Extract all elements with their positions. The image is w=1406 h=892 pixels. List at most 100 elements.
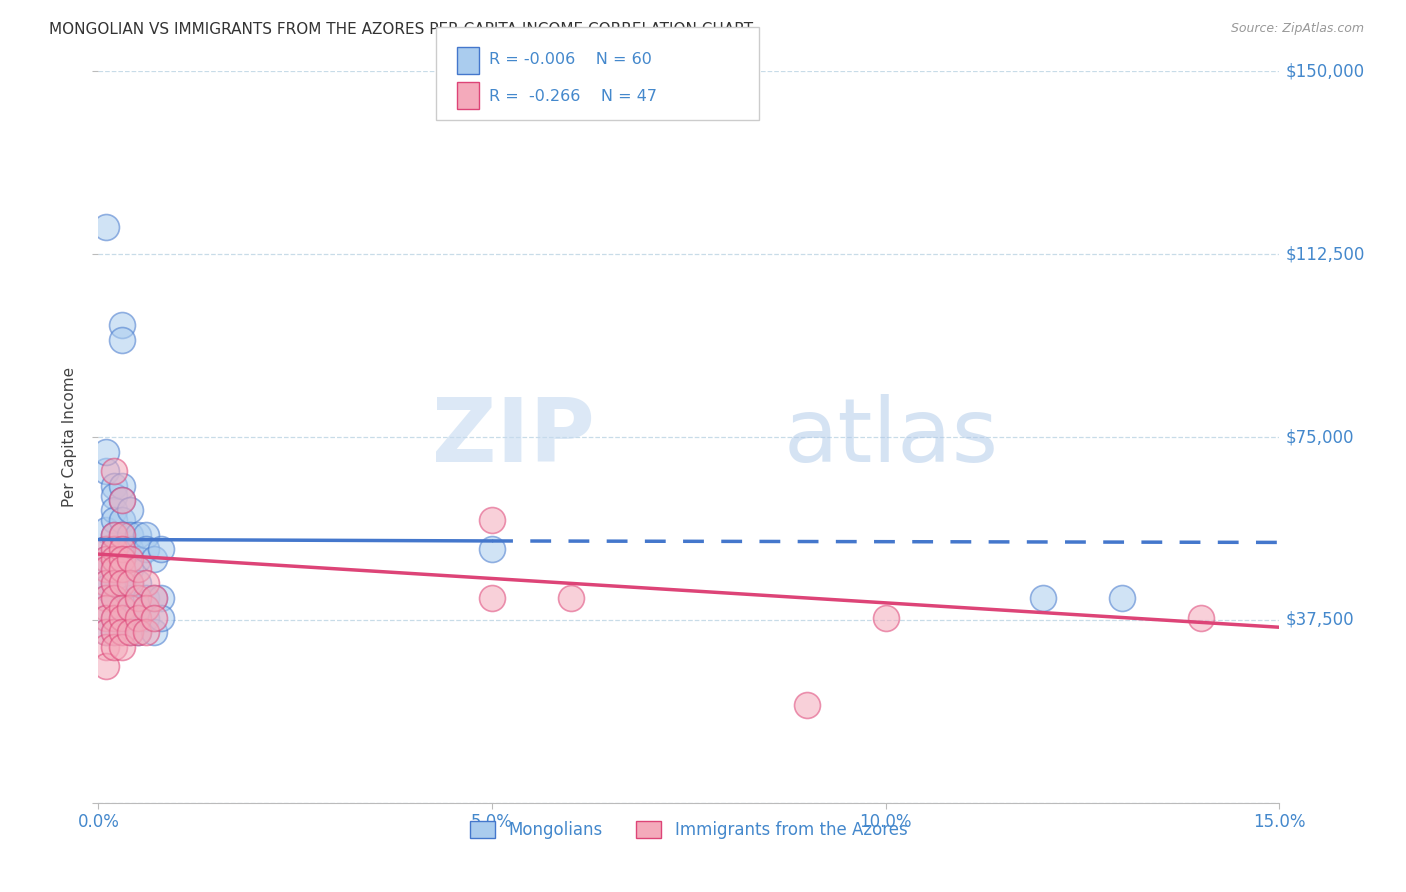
Point xyxy=(111,527,134,541)
Point xyxy=(103,527,125,541)
Point xyxy=(96,591,118,605)
Point xyxy=(111,542,134,557)
Text: R =  -0.266    N = 47: R = -0.266 N = 47 xyxy=(489,89,657,103)
Point xyxy=(127,591,149,605)
Point xyxy=(103,513,125,527)
Point xyxy=(118,503,141,517)
Point xyxy=(142,552,165,566)
Point xyxy=(560,591,582,605)
Point xyxy=(96,581,118,595)
Point xyxy=(1189,610,1212,624)
Text: ZIP: ZIP xyxy=(432,393,595,481)
Point xyxy=(150,542,173,557)
Point xyxy=(142,591,165,605)
Point xyxy=(111,576,134,591)
Point xyxy=(96,610,118,624)
Point xyxy=(118,527,141,541)
Text: Source: ZipAtlas.com: Source: ZipAtlas.com xyxy=(1230,22,1364,36)
Point xyxy=(96,562,118,576)
Point xyxy=(103,625,125,640)
Point xyxy=(96,552,118,566)
Point xyxy=(96,542,118,557)
Text: $150,000: $150,000 xyxy=(1285,62,1364,80)
Point xyxy=(111,527,134,541)
Y-axis label: Per Capita Income: Per Capita Income xyxy=(62,367,77,508)
Point xyxy=(481,591,503,605)
Point xyxy=(1032,591,1054,605)
Point xyxy=(118,552,141,566)
Point xyxy=(103,576,125,591)
Point xyxy=(111,493,134,508)
Point xyxy=(127,562,149,576)
Point xyxy=(135,625,157,640)
Point xyxy=(111,513,134,527)
Point xyxy=(142,591,165,605)
Point xyxy=(118,562,141,576)
Point xyxy=(103,464,125,478)
Point xyxy=(103,527,125,541)
Point xyxy=(96,659,118,673)
Point xyxy=(103,640,125,654)
Point xyxy=(103,591,125,605)
Point xyxy=(96,576,118,591)
Point xyxy=(135,542,157,557)
Point xyxy=(111,552,134,566)
Point xyxy=(103,610,125,624)
Point xyxy=(127,576,149,591)
Point xyxy=(142,610,165,624)
Point xyxy=(135,576,157,591)
Point xyxy=(111,610,134,624)
Point xyxy=(111,600,134,615)
Point xyxy=(111,479,134,493)
Point xyxy=(103,489,125,503)
Point xyxy=(111,562,134,576)
Point xyxy=(118,625,141,640)
Point xyxy=(150,591,173,605)
Point xyxy=(127,610,149,624)
Point xyxy=(96,625,118,640)
Point xyxy=(135,610,157,624)
Point xyxy=(96,576,118,591)
Point xyxy=(127,610,149,624)
Point xyxy=(127,625,149,640)
Point xyxy=(103,479,125,493)
Point xyxy=(127,625,149,640)
Text: R = -0.006    N = 60: R = -0.006 N = 60 xyxy=(489,53,652,67)
Point xyxy=(111,625,134,640)
Point xyxy=(96,523,118,537)
Text: atlas: atlas xyxy=(783,393,998,481)
Point xyxy=(111,333,134,347)
Point xyxy=(111,576,134,591)
Point xyxy=(103,576,125,591)
Legend: Mongolians, Immigrants from the Azores: Mongolians, Immigrants from the Azores xyxy=(464,814,914,846)
Point xyxy=(481,513,503,527)
Point xyxy=(111,493,134,508)
Text: $112,500: $112,500 xyxy=(1285,245,1365,263)
Point xyxy=(103,610,125,624)
Point xyxy=(127,600,149,615)
Point xyxy=(103,542,125,557)
Point xyxy=(1111,591,1133,605)
Point xyxy=(96,562,118,576)
Point xyxy=(118,625,141,640)
Point xyxy=(875,610,897,624)
Point xyxy=(96,600,118,615)
Point xyxy=(103,503,125,517)
Text: MONGOLIAN VS IMMIGRANTS FROM THE AZORES PER CAPITA INCOME CORRELATION CHART: MONGOLIAN VS IMMIGRANTS FROM THE AZORES … xyxy=(49,22,754,37)
Point xyxy=(96,220,118,235)
Point xyxy=(96,610,118,624)
Point xyxy=(118,576,141,591)
Point xyxy=(111,552,134,566)
Text: $37,500: $37,500 xyxy=(1285,611,1354,629)
Point xyxy=(481,542,503,557)
Point xyxy=(135,527,157,541)
Point xyxy=(103,625,125,640)
Point xyxy=(103,552,125,566)
Point xyxy=(118,542,141,557)
Point xyxy=(103,542,125,557)
Point xyxy=(103,591,125,605)
Point xyxy=(118,591,141,605)
Point xyxy=(96,640,118,654)
Point xyxy=(96,625,118,640)
Point xyxy=(103,562,125,576)
